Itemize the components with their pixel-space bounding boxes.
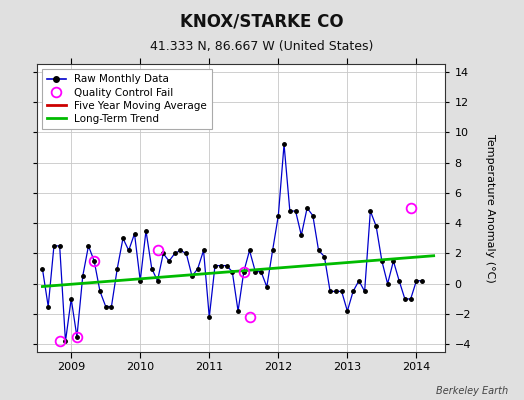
Y-axis label: Temperature Anomaly (°C): Temperature Anomaly (°C) xyxy=(485,134,495,282)
Text: Berkeley Earth: Berkeley Earth xyxy=(436,386,508,396)
Legend: Raw Monthly Data, Quality Control Fail, Five Year Moving Average, Long-Term Tren: Raw Monthly Data, Quality Control Fail, … xyxy=(42,69,212,129)
Text: KNOX/STARKE CO: KNOX/STARKE CO xyxy=(180,12,344,30)
Text: 41.333 N, 86.667 W (United States): 41.333 N, 86.667 W (United States) xyxy=(150,40,374,53)
